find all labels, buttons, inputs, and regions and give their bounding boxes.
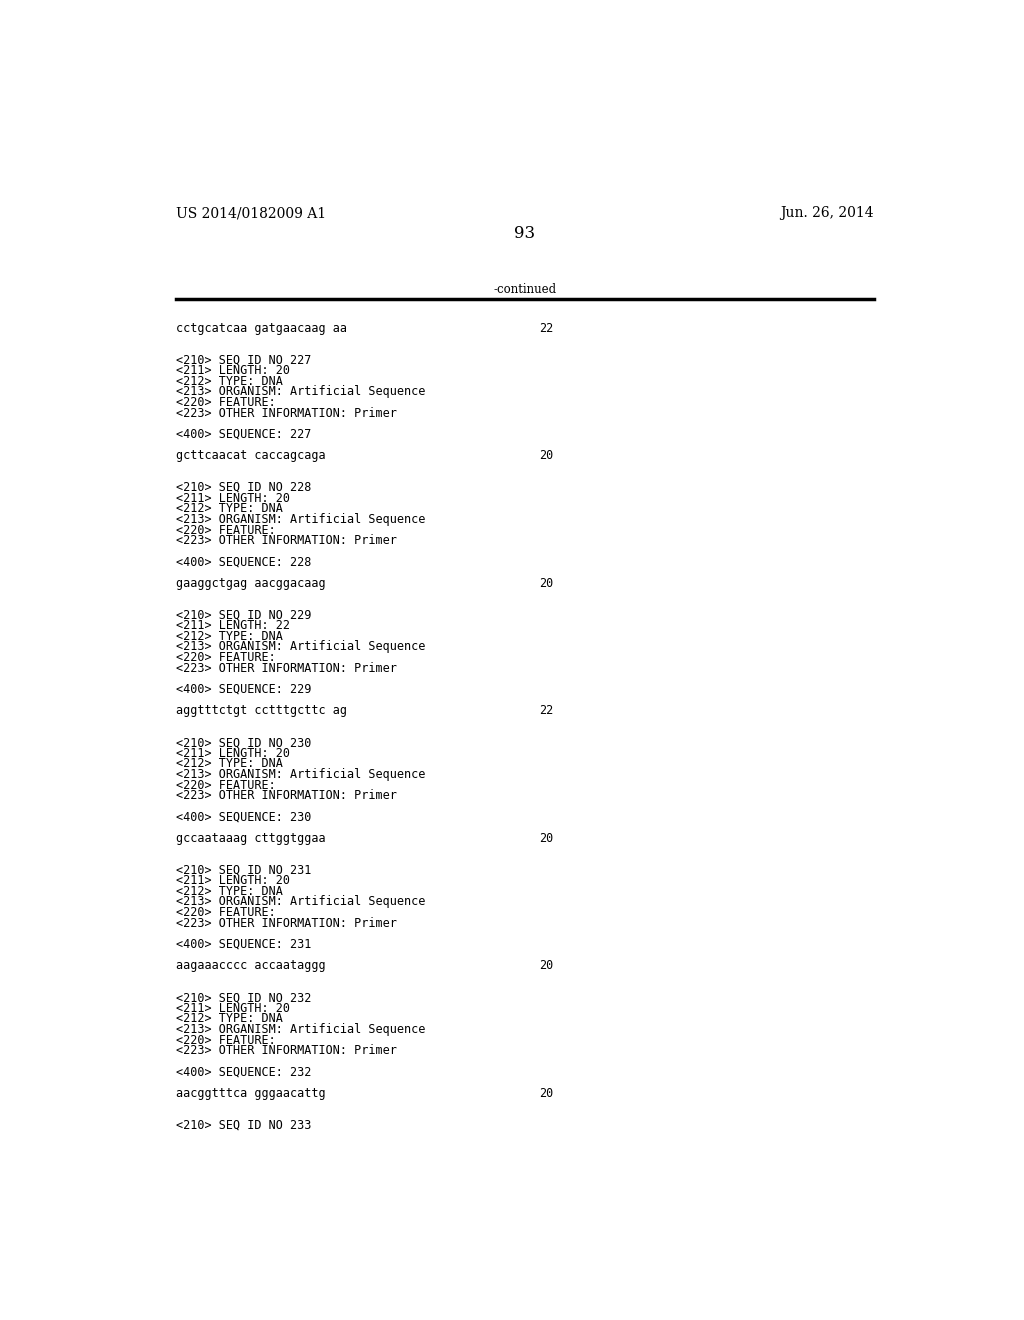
Text: <212> TYPE: DNA: <212> TYPE: DNA	[176, 1012, 283, 1026]
Text: <213> ORGANISM: Artificial Sequence: <213> ORGANISM: Artificial Sequence	[176, 768, 425, 781]
Text: 93: 93	[514, 226, 536, 243]
Text: <400> SEQUENCE: 231: <400> SEQUENCE: 231	[176, 939, 311, 950]
Text: <220> FEATURE:: <220> FEATURE:	[176, 651, 275, 664]
Text: <210> SEQ ID NO 232: <210> SEQ ID NO 232	[176, 991, 311, 1005]
Text: <223> OTHER INFORMATION: Primer: <223> OTHER INFORMATION: Primer	[176, 535, 397, 548]
Text: <211> LENGTH: 20: <211> LENGTH: 20	[176, 1002, 290, 1015]
Text: <213> ORGANISM: Artificial Sequence: <213> ORGANISM: Artificial Sequence	[176, 895, 425, 908]
Text: <220> FEATURE:: <220> FEATURE:	[176, 779, 275, 792]
Text: <212> TYPE: DNA: <212> TYPE: DNA	[176, 758, 283, 771]
Text: 20: 20	[539, 1086, 553, 1100]
Text: <211> LENGTH: 20: <211> LENGTH: 20	[176, 364, 290, 378]
Text: <223> OTHER INFORMATION: Primer: <223> OTHER INFORMATION: Primer	[176, 789, 397, 803]
Text: <400> SEQUENCE: 232: <400> SEQUENCE: 232	[176, 1065, 311, 1078]
Text: <211> LENGTH: 20: <211> LENGTH: 20	[176, 874, 290, 887]
Text: gccaataaag cttggtggaa: gccaataaag cttggtggaa	[176, 832, 326, 845]
Text: 22: 22	[539, 704, 553, 717]
Text: <223> OTHER INFORMATION: Primer: <223> OTHER INFORMATION: Primer	[176, 1044, 397, 1057]
Text: <223> OTHER INFORMATION: Primer: <223> OTHER INFORMATION: Primer	[176, 661, 397, 675]
Text: gaaggctgag aacggacaag: gaaggctgag aacggacaag	[176, 577, 326, 590]
Text: 20: 20	[539, 449, 553, 462]
Text: <210> SEQ ID NO 230: <210> SEQ ID NO 230	[176, 737, 311, 748]
Text: 20: 20	[539, 960, 553, 973]
Text: <400> SEQUENCE: 227: <400> SEQUENCE: 227	[176, 428, 311, 441]
Text: <210> SEQ ID NO 229: <210> SEQ ID NO 229	[176, 609, 311, 622]
Text: <210> SEQ ID NO 233: <210> SEQ ID NO 233	[176, 1118, 311, 1131]
Text: <213> ORGANISM: Artificial Sequence: <213> ORGANISM: Artificial Sequence	[176, 385, 425, 399]
Text: aagaaacccc accaataggg: aagaaacccc accaataggg	[176, 960, 326, 973]
Text: <211> LENGTH: 22: <211> LENGTH: 22	[176, 619, 290, 632]
Text: <400> SEQUENCE: 229: <400> SEQUENCE: 229	[176, 682, 311, 696]
Text: <212> TYPE: DNA: <212> TYPE: DNA	[176, 884, 283, 898]
Text: <210> SEQ ID NO 231: <210> SEQ ID NO 231	[176, 863, 311, 876]
Text: -continued: -continued	[494, 284, 556, 296]
Text: <223> OTHER INFORMATION: Primer: <223> OTHER INFORMATION: Primer	[176, 407, 397, 420]
Text: US 2014/0182009 A1: US 2014/0182009 A1	[176, 206, 327, 220]
Text: <220> FEATURE:: <220> FEATURE:	[176, 906, 275, 919]
Text: <220> FEATURE:: <220> FEATURE:	[176, 1034, 275, 1047]
Text: cctgcatcaa gatgaacaag aa: cctgcatcaa gatgaacaag aa	[176, 322, 347, 335]
Text: 22: 22	[539, 322, 553, 335]
Text: <400> SEQUENCE: 230: <400> SEQUENCE: 230	[176, 810, 311, 824]
Text: 20: 20	[539, 832, 553, 845]
Text: <220> FEATURE:: <220> FEATURE:	[176, 524, 275, 536]
Text: <213> ORGANISM: Artificial Sequence: <213> ORGANISM: Artificial Sequence	[176, 1023, 425, 1036]
Text: 20: 20	[539, 577, 553, 590]
Text: <213> ORGANISM: Artificial Sequence: <213> ORGANISM: Artificial Sequence	[176, 640, 425, 653]
Text: Jun. 26, 2014: Jun. 26, 2014	[780, 206, 873, 220]
Text: aggtttctgt cctttgcttc ag: aggtttctgt cctttgcttc ag	[176, 704, 347, 717]
Text: <212> TYPE: DNA: <212> TYPE: DNA	[176, 503, 283, 515]
Text: <213> ORGANISM: Artificial Sequence: <213> ORGANISM: Artificial Sequence	[176, 513, 425, 525]
Text: <212> TYPE: DNA: <212> TYPE: DNA	[176, 630, 283, 643]
Text: <223> OTHER INFORMATION: Primer: <223> OTHER INFORMATION: Primer	[176, 916, 397, 929]
Text: aacggtttca gggaacattg: aacggtttca gggaacattg	[176, 1086, 326, 1100]
Text: <210> SEQ ID NO 228: <210> SEQ ID NO 228	[176, 480, 311, 494]
Text: <210> SEQ ID NO 227: <210> SEQ ID NO 227	[176, 354, 311, 367]
Text: <212> TYPE: DNA: <212> TYPE: DNA	[176, 375, 283, 388]
Text: <211> LENGTH: 20: <211> LENGTH: 20	[176, 747, 290, 760]
Text: <220> FEATURE:: <220> FEATURE:	[176, 396, 275, 409]
Text: <400> SEQUENCE: 228: <400> SEQUENCE: 228	[176, 556, 311, 569]
Text: gcttcaacat caccagcaga: gcttcaacat caccagcaga	[176, 449, 326, 462]
Text: <211> LENGTH: 20: <211> LENGTH: 20	[176, 491, 290, 504]
